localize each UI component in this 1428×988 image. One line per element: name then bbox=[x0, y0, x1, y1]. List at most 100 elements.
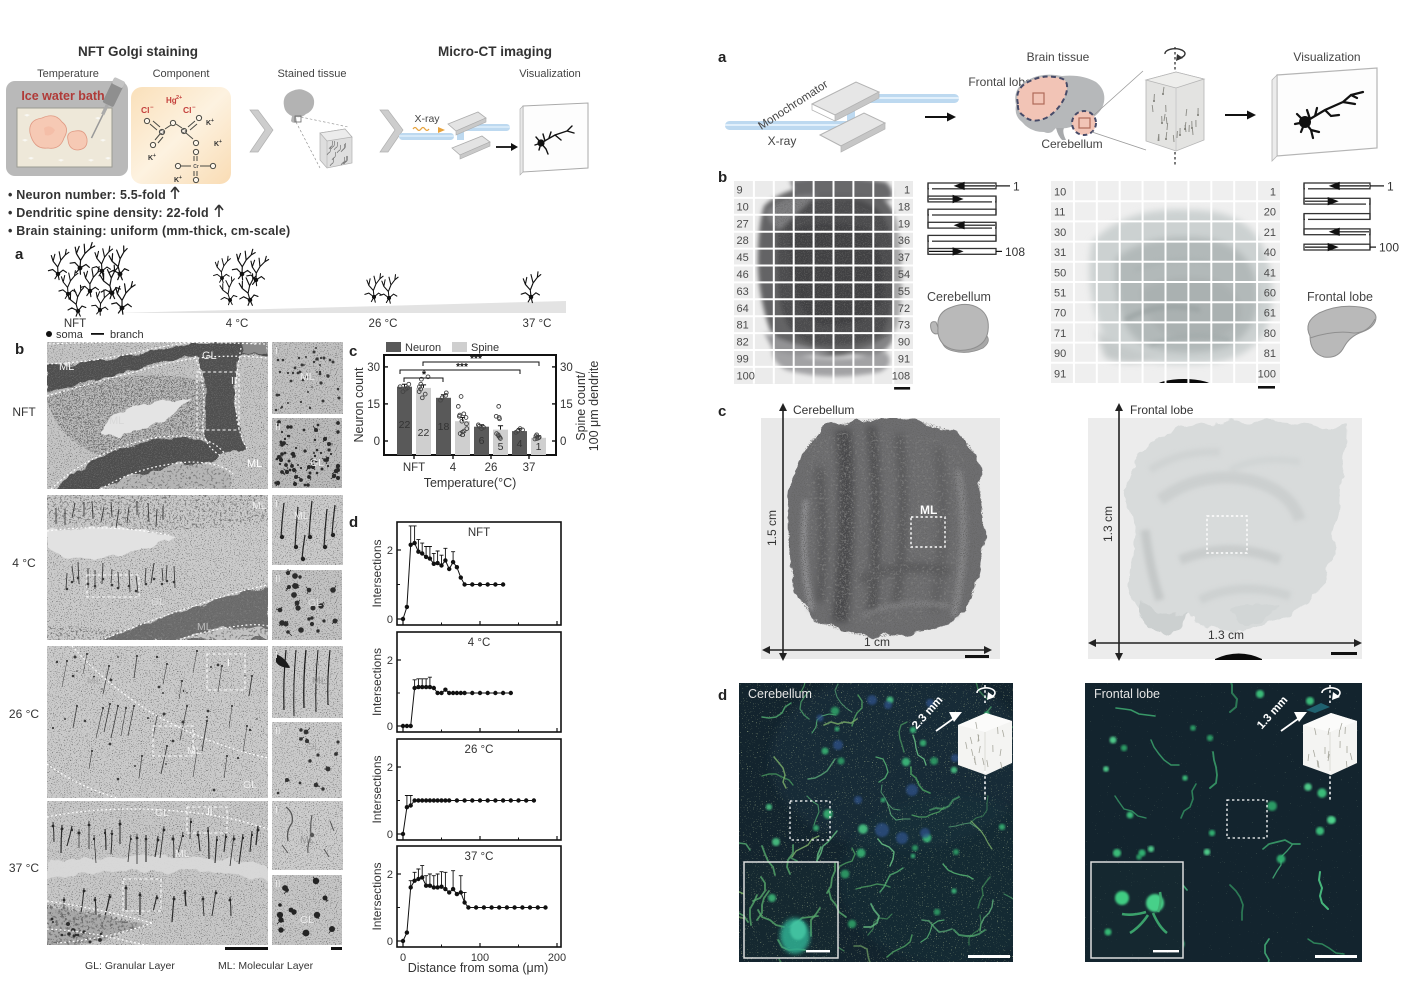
svg-text:GL: GL bbox=[151, 596, 165, 608]
svg-text:Frontal lobe: Frontal lobe bbox=[1094, 687, 1160, 701]
svg-text:GL: GL bbox=[243, 779, 257, 791]
svg-text:Visualization: Visualization bbox=[519, 68, 581, 80]
svg-text:Micro-CT imaging: Micro-CT imaging bbox=[438, 44, 552, 59]
svg-text:1.5 cm: 1.5 cm bbox=[765, 510, 779, 546]
svg-text:b: b bbox=[15, 341, 24, 358]
svg-text:Intersections: Intersections bbox=[370, 539, 384, 607]
svg-text:Intersections: Intersections bbox=[370, 648, 384, 716]
svg-text:***: *** bbox=[456, 362, 468, 373]
svg-text:100: 100 bbox=[737, 370, 755, 382]
svg-text:ML: ML bbox=[175, 848, 190, 860]
svg-text:Intersections: Intersections bbox=[370, 862, 384, 930]
svg-text:100: 100 bbox=[1379, 241, 1399, 255]
svg-text:soma: soma bbox=[56, 329, 84, 341]
svg-text:a: a bbox=[15, 246, 24, 263]
svg-text:4 °C: 4 °C bbox=[12, 556, 36, 570]
svg-text:GL: Granular Layer: GL: Granular Layer bbox=[85, 960, 175, 972]
svg-text:Visualization: Visualization bbox=[1293, 50, 1360, 64]
svg-text:II: II bbox=[275, 879, 281, 890]
svg-text:108: 108 bbox=[1005, 245, 1025, 259]
svg-text:Frontal lobe: Frontal lobe bbox=[968, 75, 1032, 89]
svg-text:II: II bbox=[275, 574, 281, 585]
svg-text:37: 37 bbox=[523, 462, 536, 474]
svg-text:X-ray: X-ray bbox=[768, 134, 797, 148]
svg-text:1: 1 bbox=[1387, 179, 1394, 193]
svg-text:GL: GL bbox=[175, 685, 189, 697]
svg-text:ML: ML bbox=[59, 361, 74, 373]
svg-text:d: d bbox=[718, 687, 727, 704]
svg-text:71: 71 bbox=[1054, 328, 1066, 340]
svg-text:branch: branch bbox=[110, 329, 144, 341]
svg-text:26 °C: 26 °C bbox=[369, 318, 398, 330]
svg-text:40: 40 bbox=[1264, 247, 1276, 259]
svg-text:5: 5 bbox=[498, 441, 504, 453]
svg-text:15: 15 bbox=[560, 399, 573, 411]
svg-text:27: 27 bbox=[737, 218, 749, 230]
svg-text:Brain tissue: Brain tissue bbox=[1027, 50, 1090, 64]
svg-text:***: *** bbox=[470, 354, 482, 365]
svg-text:ML: ML bbox=[187, 745, 202, 757]
svg-text:+: + bbox=[179, 175, 182, 181]
svg-text:NFT: NFT bbox=[403, 462, 425, 474]
svg-text:37: 37 bbox=[898, 252, 910, 264]
svg-text:30: 30 bbox=[1054, 227, 1066, 239]
svg-text:NFT: NFT bbox=[12, 405, 36, 419]
svg-text:c: c bbox=[718, 403, 726, 420]
svg-text:Temperature: Temperature bbox=[37, 68, 99, 80]
svg-text:d: d bbox=[349, 514, 358, 531]
svg-text:b: b bbox=[718, 169, 727, 186]
svg-text:2: 2 bbox=[387, 655, 393, 667]
svg-text:ML: ML bbox=[920, 503, 937, 517]
svg-text:41: 41 bbox=[1264, 267, 1276, 279]
svg-text:1.3 cm: 1.3 cm bbox=[1208, 628, 1244, 642]
svg-text:4: 4 bbox=[450, 462, 457, 474]
svg-text:10: 10 bbox=[1054, 187, 1066, 199]
svg-text:+: + bbox=[153, 153, 156, 159]
svg-text:• Neuron number: 5.5-fold: • Neuron number: 5.5-fold bbox=[8, 188, 166, 202]
svg-text:a: a bbox=[718, 49, 727, 66]
svg-text:1: 1 bbox=[904, 185, 910, 197]
svg-text:4 °C: 4 °C bbox=[226, 318, 249, 330]
svg-text:63: 63 bbox=[737, 286, 749, 298]
svg-text:22: 22 bbox=[399, 419, 411, 431]
svg-text:NFT: NFT bbox=[64, 318, 86, 330]
svg-text:4 °C: 4 °C bbox=[468, 637, 491, 649]
svg-text:82: 82 bbox=[737, 337, 749, 349]
svg-text:II: II bbox=[231, 376, 237, 387]
svg-text:0: 0 bbox=[387, 614, 393, 626]
svg-text:22: 22 bbox=[418, 427, 430, 439]
svg-text:1.3 cm: 1.3 cm bbox=[1101, 506, 1115, 542]
svg-text:Cerebellum: Cerebellum bbox=[748, 687, 812, 701]
svg-text:I: I bbox=[275, 650, 278, 661]
svg-text:0: 0 bbox=[400, 952, 406, 964]
svg-text:ML: ML bbox=[197, 621, 212, 633]
svg-text:2: 2 bbox=[387, 762, 393, 774]
svg-text:28: 28 bbox=[737, 235, 749, 247]
svg-text:19: 19 bbox=[898, 218, 910, 230]
svg-text:70: 70 bbox=[1054, 308, 1066, 320]
svg-text:Cr: Cr bbox=[193, 164, 199, 170]
svg-text:• Brain staining: uniform (mm-: • Brain staining: uniform (mm-thick, cm-… bbox=[8, 224, 290, 238]
svg-text:Frontal lobe: Frontal lobe bbox=[1130, 403, 1194, 417]
svg-text:Cerebellum: Cerebellum bbox=[793, 403, 854, 417]
svg-text:100: 100 bbox=[1258, 368, 1276, 380]
svg-text:10: 10 bbox=[737, 201, 749, 213]
svg-text:200: 200 bbox=[548, 952, 566, 964]
svg-text:18: 18 bbox=[438, 421, 450, 433]
svg-text:1: 1 bbox=[536, 441, 542, 453]
svg-text:II: II bbox=[275, 422, 281, 433]
svg-text:GL: GL bbox=[308, 597, 322, 609]
svg-text:26 °C: 26 °C bbox=[465, 744, 494, 756]
svg-text:90: 90 bbox=[1054, 348, 1066, 360]
svg-text:6: 6 bbox=[479, 435, 485, 447]
svg-text:30: 30 bbox=[560, 362, 573, 374]
svg-text:Cerebellum: Cerebellum bbox=[1041, 137, 1102, 151]
svg-text:15: 15 bbox=[367, 399, 380, 411]
svg-text:Cr: Cr bbox=[181, 129, 187, 135]
svg-text:X-ray: X-ray bbox=[414, 113, 440, 125]
svg-text:64: 64 bbox=[737, 303, 749, 315]
svg-text:60: 60 bbox=[1264, 288, 1276, 300]
svg-text:I: I bbox=[275, 805, 278, 816]
svg-text:ML: ML bbox=[312, 675, 327, 687]
svg-text:+: + bbox=[211, 118, 214, 124]
